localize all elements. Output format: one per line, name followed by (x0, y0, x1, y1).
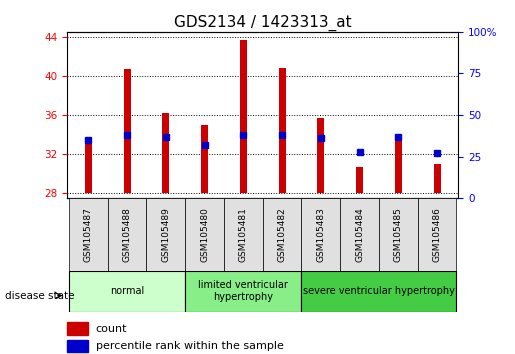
FancyBboxPatch shape (69, 198, 108, 276)
FancyBboxPatch shape (69, 271, 185, 312)
FancyBboxPatch shape (301, 198, 340, 276)
Text: percentile rank within the sample: percentile rank within the sample (96, 341, 284, 351)
FancyBboxPatch shape (185, 198, 224, 276)
Text: GSM105486: GSM105486 (433, 207, 441, 262)
Text: GSM105484: GSM105484 (355, 207, 364, 262)
Text: GSM105483: GSM105483 (316, 207, 325, 262)
FancyBboxPatch shape (146, 198, 185, 276)
Bar (124, 69, 130, 193)
Bar (434, 164, 440, 193)
Text: GSM105481: GSM105481 (239, 207, 248, 262)
FancyBboxPatch shape (340, 198, 379, 276)
Bar (240, 40, 247, 193)
Text: GSM105488: GSM105488 (123, 207, 131, 262)
Text: GSM105487: GSM105487 (84, 207, 93, 262)
Bar (356, 167, 363, 193)
Bar (67, 322, 88, 335)
Text: limited ventricular
hypertrophy: limited ventricular hypertrophy (198, 280, 288, 302)
FancyBboxPatch shape (418, 198, 456, 276)
Text: GSM105482: GSM105482 (278, 207, 286, 262)
FancyBboxPatch shape (379, 198, 418, 276)
Text: GSM105489: GSM105489 (161, 207, 170, 262)
Bar (317, 118, 324, 193)
Text: severe ventricular hypertrophy: severe ventricular hypertrophy (303, 286, 455, 296)
Text: count: count (96, 324, 127, 333)
FancyBboxPatch shape (185, 271, 301, 312)
Text: GSM105485: GSM105485 (394, 207, 403, 262)
Bar (201, 125, 208, 193)
Bar (395, 139, 402, 193)
FancyBboxPatch shape (108, 198, 146, 276)
FancyBboxPatch shape (224, 198, 263, 276)
Bar (67, 340, 88, 352)
Title: GDS2134 / 1423313_at: GDS2134 / 1423313_at (174, 14, 351, 30)
Bar (162, 113, 169, 193)
FancyBboxPatch shape (263, 198, 301, 276)
Bar (279, 68, 285, 193)
Text: normal: normal (110, 286, 144, 296)
FancyBboxPatch shape (301, 271, 456, 312)
Text: disease state: disease state (5, 291, 75, 301)
Bar (85, 142, 92, 193)
Text: GSM105480: GSM105480 (200, 207, 209, 262)
